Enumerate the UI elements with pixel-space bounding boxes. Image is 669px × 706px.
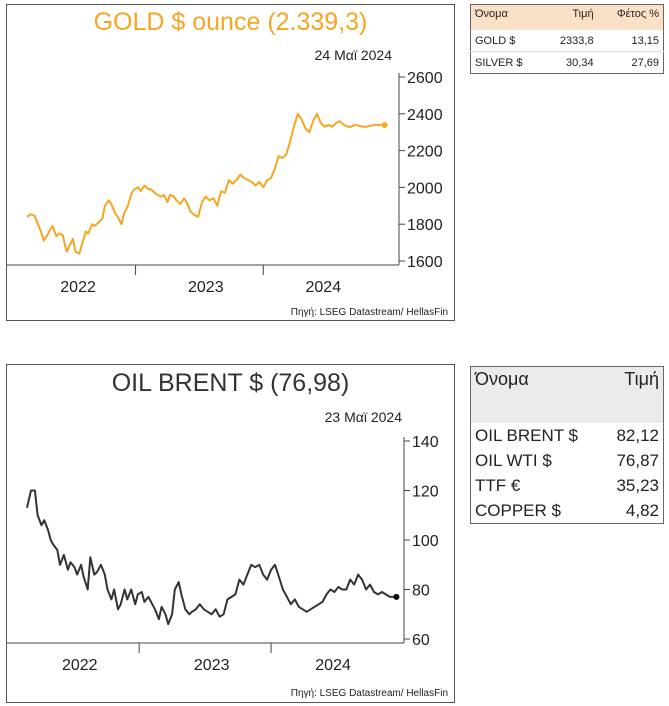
x-tick-label: 2024 bbox=[306, 279, 342, 296]
x-tick-label: 2023 bbox=[188, 279, 224, 296]
table-row: OIL BRENT $ 82,12 bbox=[471, 423, 664, 448]
table-row: GOLD $ 2333,8 13,15 bbox=[470, 30, 664, 52]
y-tick-label: 60 bbox=[412, 632, 430, 649]
y-tick-label: 80 bbox=[412, 583, 430, 600]
oil-chart-source: Πηγή: LSEG Datastream/ HellasFin bbox=[290, 688, 448, 699]
x-tick-label: 2022 bbox=[60, 279, 96, 296]
row-price: 4,82 bbox=[625, 500, 659, 520]
row-name: OIL BRENT $ bbox=[475, 425, 578, 445]
row-price: 2333,8 bbox=[543, 30, 598, 52]
table-header-row: Όνομα Τιμή bbox=[470, 366, 664, 399]
x-tick-label: 2022 bbox=[62, 657, 98, 674]
y-tick-label: 120 bbox=[412, 484, 439, 501]
gold-chart-title: GOLD $ ounce (2.339,3) bbox=[93, 8, 368, 36]
series-end-marker bbox=[393, 593, 400, 600]
commodity-price-table: Όνομα Τιμή OIL BRENT $ 82,12 OIL WTI $ 7… bbox=[470, 366, 664, 524]
row-name: GOLD $ bbox=[470, 30, 544, 52]
row-name: COPPER $ bbox=[475, 500, 561, 520]
row-price: 82,12 bbox=[616, 425, 659, 445]
oil-chart-title: OIL BRENT $ (76,98) bbox=[111, 369, 350, 397]
x-tick-label: 2024 bbox=[315, 657, 351, 674]
table-row: OIL WTI $ 76,87 bbox=[471, 448, 664, 473]
series-line bbox=[26, 112, 385, 255]
y-tick-label: 2200 bbox=[407, 144, 443, 161]
row-price: 76,87 bbox=[616, 450, 659, 470]
gold-chart-plot: 1600 1800 2000 2200 2400 2600 2022 2023 2024 bbox=[7, 70, 443, 296]
row-name: TTF € bbox=[475, 475, 521, 495]
x-tick-label: 2023 bbox=[194, 657, 230, 674]
series-end-marker bbox=[381, 122, 388, 129]
header-price: Τιμή bbox=[602, 366, 664, 399]
row-name: OIL WTI $ bbox=[475, 450, 552, 470]
row-ytd: 27,69 bbox=[631, 56, 659, 69]
header-ytd: Φέτος % bbox=[597, 4, 664, 30]
row-ytd: 13,15 bbox=[597, 30, 664, 52]
gold-chart-panel: GOLD $ ounce (2.339,3) 24 Μαϊ 2024 1600 1… bbox=[6, 4, 455, 321]
table-row: TTF € 35,23 bbox=[471, 473, 664, 498]
gold-chart-source: Πηγή: LSEG Datastream/ HellasFin bbox=[290, 307, 448, 318]
y-tick-label: 2000 bbox=[407, 180, 443, 197]
gold-price-table: Όνομα Τιμή Φέτος % GOLD $ 2333,8 13,15 S… bbox=[470, 4, 664, 74]
oil-chart-panel: OIL BRENT $ (76,98) 23 Μαϊ 2024 60 80 100 1… bbox=[6, 364, 455, 703]
series-line bbox=[26, 489, 397, 626]
table-row: COPPER $ 4,82 bbox=[471, 498, 664, 524]
y-tick-label: 1600 bbox=[407, 254, 443, 271]
y-tick-label: 2400 bbox=[407, 107, 443, 124]
header-name: Όνομα bbox=[470, 4, 544, 30]
oil-chart-date: 23 Μαϊ 2024 bbox=[324, 409, 402, 425]
row-price: 30,34 bbox=[566, 56, 594, 69]
table-row: SILVER $ 30,34 27,69 bbox=[471, 52, 664, 74]
y-tick-label: 140 bbox=[412, 434, 439, 451]
header-name: Όνομα bbox=[470, 366, 603, 399]
row-price: 35,23 bbox=[616, 475, 659, 495]
table-header-row: Όνομα Τιμή Φέτος % bbox=[470, 4, 664, 30]
y-tick-label: 100 bbox=[412, 533, 439, 550]
y-tick-label: 1800 bbox=[407, 217, 443, 234]
oil-chart-plot: 60 80 100 120 140 2022 2023 2024 bbox=[7, 434, 439, 674]
row-name: SILVER $ bbox=[475, 56, 523, 69]
header-price: Τιμή bbox=[543, 4, 598, 30]
y-tick-label: 2600 bbox=[407, 70, 443, 87]
gold-chart-date: 24 Μαϊ 2024 bbox=[314, 47, 392, 63]
